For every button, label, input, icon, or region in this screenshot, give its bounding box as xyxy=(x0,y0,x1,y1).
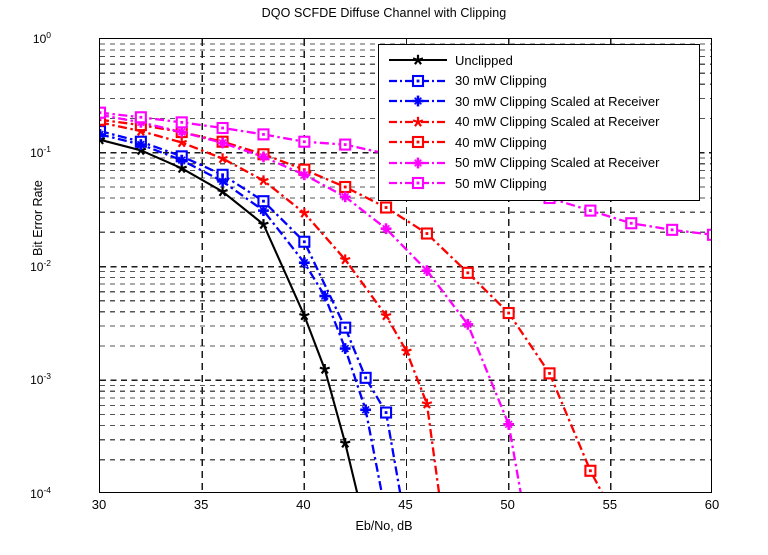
legend-item[interactable]: 40 mW Clipping xyxy=(387,132,693,153)
y-tick-exponent: -4 xyxy=(43,485,51,495)
x-tick-label: 50 xyxy=(500,497,515,512)
legend-item[interactable]: Unclipped xyxy=(387,50,693,71)
y-tick-label: 100 xyxy=(33,30,51,46)
y-tick-exponent: -2 xyxy=(43,257,51,268)
y-tick-exponent: 0 xyxy=(46,30,51,40)
x-axis-label: Eb/No, dB xyxy=(355,519,413,533)
y-tick-base: 10 xyxy=(30,145,44,160)
x-tick-label: 35 xyxy=(193,497,209,512)
x-tick-label: 55 xyxy=(602,497,618,512)
legend-marker-square-icon xyxy=(389,136,447,149)
legend-marker-star-icon xyxy=(389,55,447,66)
legend-marker-plus-icon xyxy=(389,95,447,107)
legend-marker-square-icon xyxy=(389,74,447,87)
legend-item[interactable]: 30 mW Clipping xyxy=(387,71,693,92)
y-tick-base: 10 xyxy=(30,487,44,501)
legend-label: 50 mW Clipping Scaled at Receiver xyxy=(455,155,660,171)
x-tick-label: 60 xyxy=(704,497,720,512)
legend-label: Unclipped xyxy=(455,52,513,68)
legend-label: 30 mW Clipping xyxy=(455,73,547,89)
series-unclipped xyxy=(100,134,359,492)
x-tick-label: 30 xyxy=(91,497,107,512)
y-tick-label: 10-1 xyxy=(30,144,51,160)
y-tick-exponent: -1 xyxy=(43,143,51,154)
legend-item[interactable]: 30 mW Clipping Scaled at Receiver xyxy=(387,91,693,112)
legend-label: 30 mW Clipping Scaled at Receiver xyxy=(455,93,660,109)
y-tick-base: 10 xyxy=(30,373,44,388)
series-50-mw-clipping-scaled-at-receiver xyxy=(100,109,522,492)
series-30-mw-clipping-scaled-at-receiver xyxy=(100,128,383,492)
legend-label: 50 mW Clipping xyxy=(455,175,547,191)
legend-marker-square-icon xyxy=(389,177,447,190)
legend-item[interactable]: 40 mW Clipping Scaled at Receiver xyxy=(387,112,693,133)
legend-label: 40 mW Clipping Scaled at Receiver xyxy=(455,114,660,130)
legend-label: 40 mW Clipping xyxy=(455,134,547,150)
x-tick-label: 45 xyxy=(398,497,413,512)
y-tick-base: 10 xyxy=(30,259,44,274)
y-tick-label: 10-4 xyxy=(30,485,51,501)
x-tick-label: 40 xyxy=(296,497,311,512)
y-tick-label: 10-3 xyxy=(30,371,51,387)
y-axis-label: Bit Error Rate xyxy=(31,180,45,256)
legend-item[interactable]: 50 mW Clipping Scaled at Receiver xyxy=(387,153,693,174)
series-30-mw-clipping xyxy=(100,125,402,492)
y-tick-base: 10 xyxy=(32,32,47,46)
legend-marker-plus-icon xyxy=(389,157,447,169)
legend-item[interactable]: 50 mW Clipping xyxy=(387,173,693,194)
legend-marker-star-icon xyxy=(389,116,447,127)
y-tick-exponent: -3 xyxy=(43,371,51,382)
chart-title: DQO SCFDE Diffuse Channel with Clipping xyxy=(261,6,507,20)
legend: Unclipped 30 mW Clipping 30 mW Clipping Sc… xyxy=(378,44,700,201)
series-40-mw-clipping-scaled-at-receiver xyxy=(100,117,441,492)
y-tick-label: 10-2 xyxy=(30,258,51,274)
